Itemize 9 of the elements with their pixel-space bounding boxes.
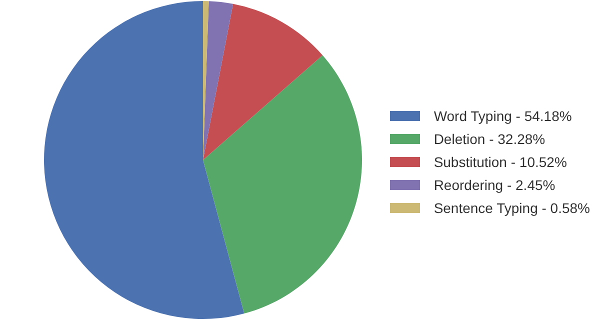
legend-label: Deletion - 32.28% [434, 130, 546, 146]
pie-slice [203, 1, 234, 160]
legend-label: Substitution - 10.52% [434, 154, 567, 170]
pie-slice [203, 55, 362, 314]
pie-slice [44, 1, 244, 319]
pie-slice [203, 4, 323, 160]
legend-label: Reordering - 2.45% [434, 176, 556, 192]
legend-label: Word Typing - 54.18% [434, 108, 572, 124]
legend-label: Sentence Typing - 0.58% [434, 200, 590, 216]
